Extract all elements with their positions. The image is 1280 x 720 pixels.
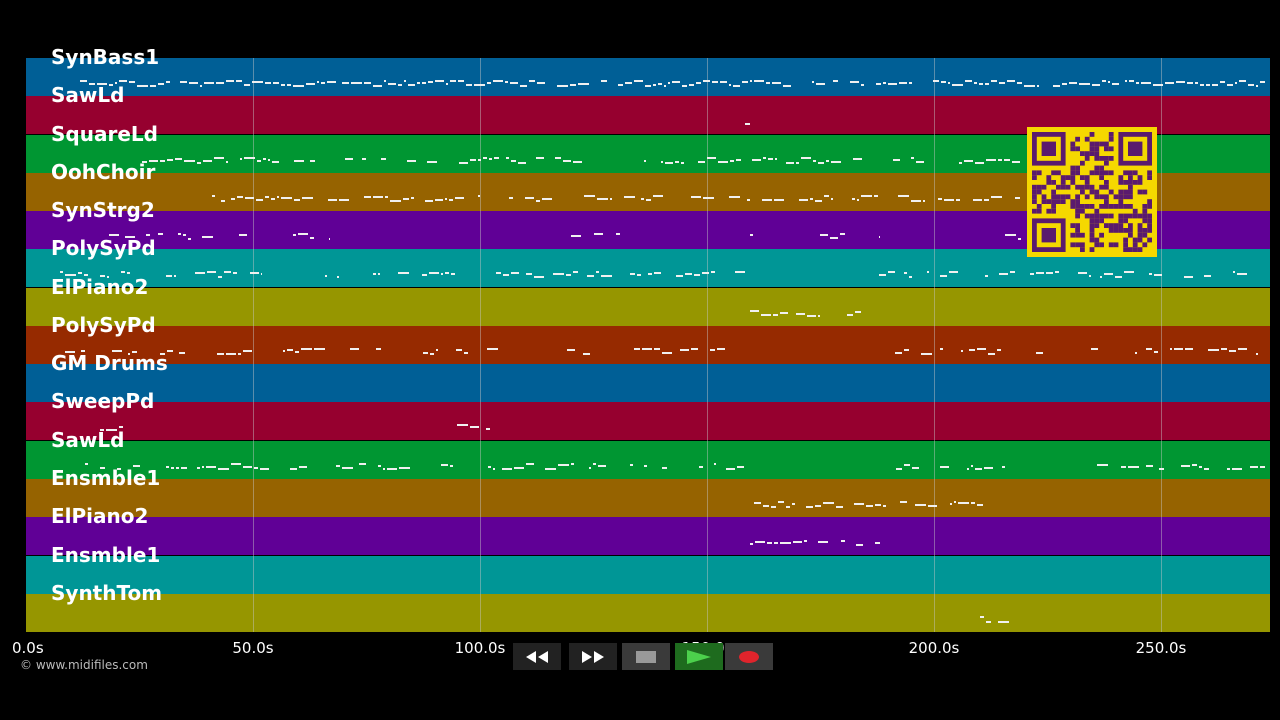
- stop-icon: [636, 650, 656, 663]
- time-tick-label: 250.0s: [1135, 639, 1187, 657]
- track-label: Ensmble1: [51, 542, 161, 567]
- track-lane: [26, 364, 1270, 403]
- track-lane: [26, 478, 1270, 517]
- grid-line: [480, 58, 481, 632]
- grid-line: [707, 58, 708, 632]
- track-label: SynStrg2: [51, 198, 155, 223]
- qr-code: [1027, 127, 1157, 257]
- track-label: OohChoir: [51, 159, 156, 184]
- time-tick-label: 200.0s: [908, 639, 960, 657]
- track-lane: [26, 555, 1270, 594]
- track-label: PolySyPd: [51, 312, 156, 337]
- track-lane: [26, 58, 1270, 96]
- track-label: ElPiano2: [51, 274, 149, 299]
- fast-forward-icon: [582, 650, 604, 663]
- transport-controls: [510, 643, 773, 670]
- play-icon: [687, 649, 711, 664]
- track-lane: [26, 402, 1270, 441]
- time-tick-label: 0.0s: [12, 639, 44, 657]
- time-tick-label: 50.0s: [232, 639, 274, 657]
- track-label: PolySyPd: [51, 236, 156, 261]
- time-tick-label: 100.0s: [454, 639, 506, 657]
- track-label: GM Drums: [51, 351, 168, 376]
- fast-forward-button[interactable]: [569, 643, 617, 670]
- track-lane: [26, 440, 1270, 479]
- qr-code-icon: [1032, 132, 1152, 252]
- track-label: SawLd: [51, 427, 125, 452]
- record-icon: [739, 650, 759, 663]
- track-label: SquareLd: [51, 121, 158, 146]
- track-label: SweepPd: [51, 389, 155, 414]
- copyright-text: © www.midifiles.com: [20, 658, 148, 672]
- track-label: Ensmble1: [51, 465, 161, 490]
- track-label: SynthTom: [51, 580, 163, 605]
- track-label: SawLd: [51, 83, 125, 108]
- track-lane: [26, 325, 1270, 364]
- track-label: SynBass1: [51, 45, 160, 69]
- record-button[interactable]: [725, 643, 773, 670]
- grid-line: [1161, 58, 1162, 632]
- track-label: ElPiano2: [51, 504, 149, 529]
- track-lane: [26, 287, 1270, 326]
- track-lane: [26, 517, 1270, 556]
- grid-line: [253, 58, 254, 632]
- track-lane: [26, 593, 1270, 632]
- grid-line: [934, 58, 935, 632]
- stop-button[interactable]: [622, 643, 670, 670]
- rewind-icon: [526, 650, 548, 663]
- rewind-button[interactable]: [513, 643, 561, 670]
- play-button[interactable]: [675, 643, 723, 670]
